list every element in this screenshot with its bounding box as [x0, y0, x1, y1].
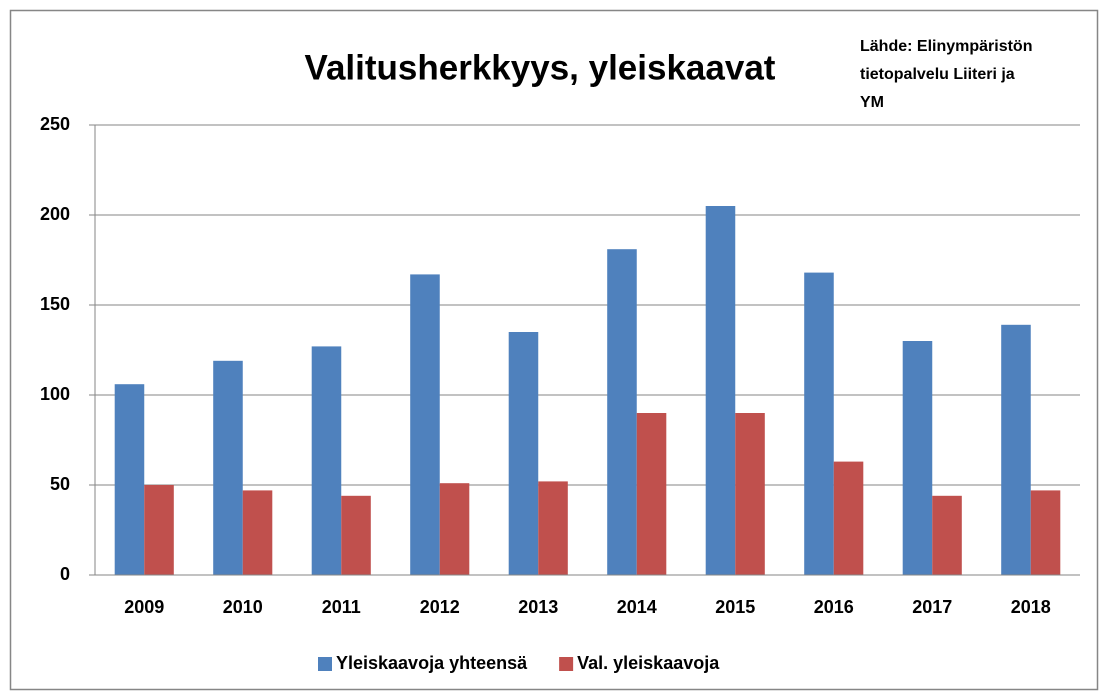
bar	[833, 461, 864, 575]
y-tick-label: 250	[40, 114, 70, 134]
x-tick-label: 2009	[124, 597, 164, 617]
y-tick-label: 0	[60, 564, 70, 584]
y-tick-label: 150	[40, 294, 70, 314]
bar	[735, 413, 765, 575]
bar	[144, 485, 174, 575]
annotation: Lähde: Elinympäristön	[860, 38, 1032, 55]
chart-border	[9, 9, 1099, 691]
y-tick-label: 50	[50, 474, 70, 494]
x-tick-label: 2012	[420, 597, 460, 617]
x-tick-label: 2010	[223, 597, 263, 617]
legend-label: Yleiskaavoja yhteensä	[336, 653, 528, 673]
x-tick-label: 2017	[912, 597, 952, 617]
bar	[1030, 490, 1061, 575]
bar	[932, 495, 962, 575]
bar	[804, 272, 834, 575]
bar	[538, 481, 568, 575]
bar	[705, 206, 736, 575]
bar	[607, 249, 637, 575]
x-tick-label: 2011	[322, 597, 361, 617]
bar	[636, 413, 667, 575]
x-tick-label: 2015	[715, 597, 755, 617]
annotation: YM	[860, 94, 884, 111]
legend-swatch	[318, 657, 332, 671]
x-tick-label: 2013	[518, 597, 558, 617]
bar	[902, 341, 933, 575]
y-tick-label: 200	[40, 204, 70, 224]
chart-title: Valitusherkkyys, yleiskaavat	[305, 48, 776, 87]
x-tick-label: 2016	[814, 597, 854, 617]
bar	[341, 495, 371, 575]
bar	[213, 360, 243, 575]
legend-swatch	[559, 657, 574, 671]
bar	[439, 483, 470, 575]
x-tick-label: 2014	[617, 597, 657, 617]
bar	[1001, 324, 1031, 575]
bar	[311, 346, 342, 575]
bar	[410, 274, 440, 575]
x-tick-label: 2018	[1011, 597, 1051, 617]
legend-label: Val. yleiskaavoja	[577, 653, 720, 673]
bar	[242, 490, 273, 575]
bar	[114, 384, 145, 575]
y-tick-label: 100	[40, 384, 70, 404]
annotation: tietopalvelu Liiteri ja	[860, 66, 1015, 83]
bar	[508, 332, 539, 575]
